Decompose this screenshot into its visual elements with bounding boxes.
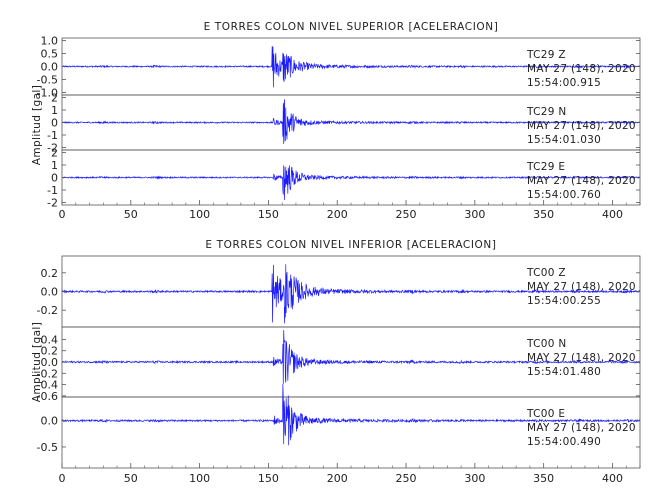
- series-line: [61, 99, 641, 145]
- station-annotation: MAY 27 (148), 2020: [527, 281, 636, 293]
- y-tick-label: 0: [51, 172, 58, 185]
- chart-title: E TORRES COLON NIVEL SUPERIOR [ACELERACI…: [204, 21, 499, 33]
- x-tick-label: 50: [124, 472, 138, 485]
- x-tick-label: 50: [124, 208, 138, 221]
- y-tick-label: 2: [51, 92, 58, 105]
- x-tick-label: 400: [602, 208, 623, 221]
- trace-panel-1: 0.2 0.0 -0.2 TC00 Z MAY 27 (148), 2020 15:54:…: [37, 255, 641, 328]
- x-tick-label: 200: [327, 472, 348, 485]
- station-annotation: TC29 E: [526, 161, 565, 173]
- y-tick-label: -0.5: [37, 73, 58, 86]
- y-tick-label: 2: [51, 147, 58, 160]
- x-tick-label: 100: [189, 472, 210, 485]
- station-annotation: MAY 27 (148), 2020: [527, 120, 636, 132]
- station-annotation: MAY 27 (148), 2020: [527, 422, 636, 434]
- y-tick-label: 0.5: [41, 48, 59, 61]
- station-annotation: 15:54:00.760: [527, 189, 601, 201]
- series-line: [61, 165, 641, 201]
- y-tick-label: -0.2: [37, 304, 58, 317]
- station-annotation: TC29 Z: [526, 49, 566, 61]
- y-tick-label: 0.0: [41, 415, 59, 428]
- x-tick-label: 350: [533, 208, 554, 221]
- station-annotation: TC00 Z: [526, 267, 566, 279]
- x-tick-label: 350: [533, 472, 554, 485]
- y-tick-label: 0.0: [41, 286, 59, 299]
- station-annotation: 15:54:01.030: [527, 134, 601, 146]
- y-tick-label: 0.0: [41, 356, 59, 369]
- y-axis-label: Amplitud [gal]: [31, 322, 43, 403]
- x-tick-label: 200: [327, 208, 348, 221]
- trace-panel-2: 210-1-2 TC29 N MAY 27 (148), 2020 15:54:01.…: [47, 92, 641, 155]
- y-tick-label: -2: [47, 197, 58, 210]
- station-annotation: MAY 27 (148), 2020: [527, 63, 636, 75]
- y-tick-label: 0.0: [41, 61, 59, 74]
- y-tick-label: 1: [51, 104, 58, 117]
- series-line: [61, 330, 641, 384]
- y-tick-label: 0.4: [41, 333, 59, 346]
- y-tick-label: 0.2: [41, 345, 59, 358]
- station-annotation: MAY 27 (148), 2020: [527, 352, 636, 364]
- y-tick-label: -2: [47, 142, 58, 155]
- y-tick-label: -0.5: [37, 441, 58, 454]
- y-tick-label: -0.2: [37, 367, 58, 380]
- series-line: [61, 383, 641, 446]
- y-tick-label: -1: [47, 129, 58, 142]
- y-tick-label: -1: [47, 184, 58, 197]
- station-annotation: 15:54:00.915: [527, 77, 601, 89]
- trace-panel-3: 210-1-2 TC29 E MAY 27 (148), 2020 15:54:00.…: [47, 147, 641, 210]
- y-tick-label: -1.0: [37, 86, 58, 99]
- trace-panel-2: 0.40.20.0-0.2-0.4-0.6 TC00 N MAY 27 (148),…: [37, 326, 641, 403]
- y-tick-label: 1.0: [41, 35, 59, 48]
- x-tick-label: 0: [59, 472, 66, 485]
- y-tick-label: -0.4: [37, 379, 58, 392]
- x-tick-label: 0: [59, 208, 66, 221]
- y-tick-label: 1: [51, 159, 58, 172]
- station-annotation: 15:54:00.490: [527, 436, 601, 448]
- station-annotation: 15:54:01.480: [527, 366, 601, 378]
- x-tick-label: 300: [464, 472, 485, 485]
- x-tick-label: 300: [464, 208, 485, 221]
- series-line: [61, 45, 641, 88]
- y-tick-label: -0.6: [37, 390, 58, 403]
- station-annotation: MAY 27 (148), 2020: [527, 175, 636, 187]
- y-axis-label: Amplitud [gal]: [31, 85, 43, 166]
- x-tick-label: 250: [396, 472, 417, 485]
- station-annotation: TC00 N: [526, 338, 566, 350]
- trace-panel-1: 1.00.50.0-0.5-1.0 TC29 Z MAY 27 (148), 202…: [37, 35, 641, 99]
- y-tick-label: 0: [51, 117, 58, 130]
- y-tick-label: 0.2: [41, 267, 59, 280]
- x-tick-label: 150: [258, 472, 279, 485]
- station-annotation: TC00 E: [526, 408, 565, 420]
- station-annotation: TC29 N: [526, 106, 566, 118]
- trace-panel-3: 0.0 -0.5 TC00 E MAY 27 (148), 2020 15:54:00.…: [37, 383, 641, 469]
- x-tick-label: 250: [396, 208, 417, 221]
- series-line: [61, 264, 641, 324]
- x-tick-label: 100: [189, 208, 210, 221]
- x-tick-label: 400: [602, 472, 623, 485]
- station-annotation: 15:54:00.255: [527, 295, 601, 307]
- x-tick-label: 150: [258, 208, 279, 221]
- chart-title: E TORRES COLON NIVEL INFERIOR [ACELERACI…: [205, 239, 496, 251]
